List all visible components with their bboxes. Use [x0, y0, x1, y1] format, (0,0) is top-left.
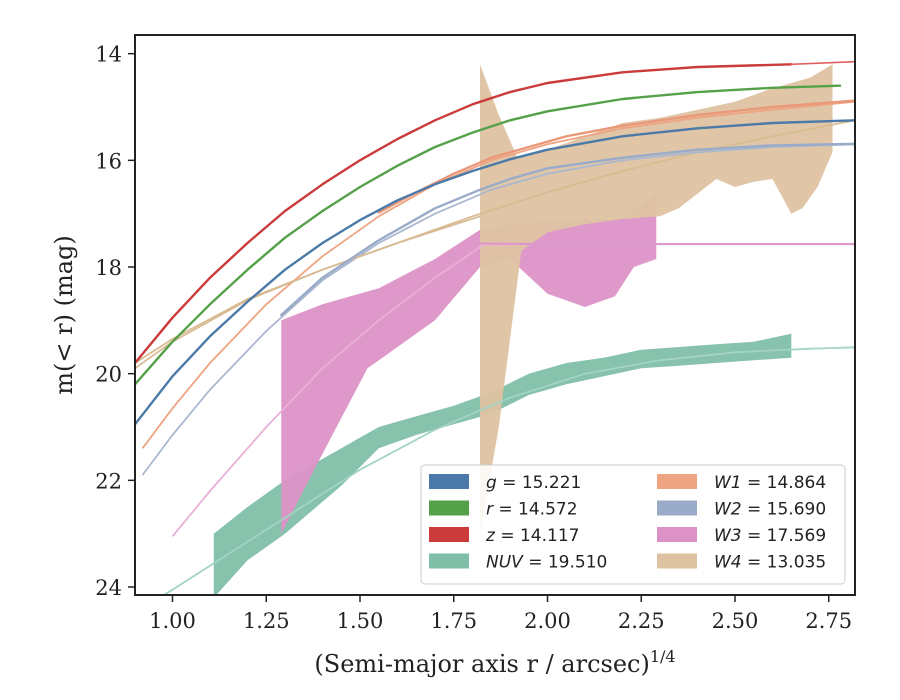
band-w3 — [281, 192, 657, 534]
model-curve-w2 — [141, 143, 855, 476]
legend-swatch-g — [429, 474, 469, 489]
legend-label-g: g = 15.221 — [486, 473, 581, 493]
legend-frame — [420, 464, 846, 585]
legend: g = 15.221 r = 14.572 z = 14.117 NUV = 19.5… — [420, 464, 846, 585]
legend-swatch-w2 — [657, 500, 697, 516]
legend-swatch-w1 — [657, 474, 697, 489]
y-tick-label: 16 — [95, 149, 122, 173]
model-curve-w4 — [135, 119, 855, 364]
y-tick-label: 18 — [95, 256, 122, 280]
y-tick-label: 14 — [95, 43, 122, 67]
x-axis-ticks: 1.00 1.25 1.50 1.75 2.00 2.25 2.50 2.75 — [149, 595, 852, 633]
legend-label-w1: W1 = 14.864 — [714, 473, 826, 493]
series-line-g-4 — [135, 119, 855, 426]
legend-label-w4: W4 = 13.035 — [714, 553, 826, 573]
x-tick-label: 1.25 — [243, 609, 290, 633]
x-tick-label: 1.75 — [430, 609, 477, 633]
series-line-z-6 — [135, 63, 793, 365]
x-tick-label: 2.50 — [712, 609, 759, 633]
series-line-w1-1 — [377, 99, 855, 214]
y-tick-label: 24 — [95, 576, 122, 600]
plot-frame — [134, 34, 856, 596]
data-lines — [135, 60, 855, 426]
x-tick-label: 1.50 — [337, 609, 384, 633]
band-w4 — [480, 64, 833, 534]
legend-label-z: z = 14.117 — [485, 526, 579, 546]
band-nuv — [213, 333, 792, 595]
series-line-z-7 — [790, 60, 855, 66]
x-tick-label: 1.00 — [149, 609, 196, 633]
legend-label-nuv: NUV = 19.510 — [486, 553, 607, 573]
y-tick-label: 20 — [95, 363, 122, 387]
legend-label-r: r = 14.572 — [486, 500, 578, 520]
legend-swatch-w3 — [657, 527, 697, 542]
series-line-w4-0 — [135, 215, 481, 370]
x-axis-title-text: (Semi-major axis r / arcsec) — [314, 650, 649, 678]
legend-swatch-r — [429, 500, 469, 516]
legend-swatch-w4 — [657, 553, 697, 569]
legend-swatch-z — [429, 527, 469, 542]
x-tick-label: 2.25 — [618, 609, 665, 633]
x-axis-title: (Semi-major axis r / arcsec)1/4 — [314, 647, 675, 678]
legend-swatch-nuv — [429, 553, 469, 569]
series-line-w2-2 — [280, 142, 855, 317]
x-tick-label: 2.00 — [524, 609, 571, 633]
model-curve-nuv — [162, 346, 855, 595]
x-axis-title-sup: 1/4 — [650, 647, 676, 666]
y-axis-title: m(< r) (mag) — [50, 235, 78, 394]
series-line-w3-3 — [479, 242, 855, 246]
legend-label-w2: W2 = 15.690 — [714, 500, 826, 520]
series-line-r-5 — [135, 84, 842, 386]
legend-label-w3: W3 = 17.569 — [714, 526, 826, 546]
series-line-nuv-8 — [790, 346, 855, 351]
shaded-bands — [213, 64, 833, 595]
x-tick-label: 2.75 — [805, 609, 852, 633]
y-axis-ticks: 14 16 18 20 22 24 — [95, 43, 135, 600]
y-tick-label: 22 — [95, 469, 122, 493]
